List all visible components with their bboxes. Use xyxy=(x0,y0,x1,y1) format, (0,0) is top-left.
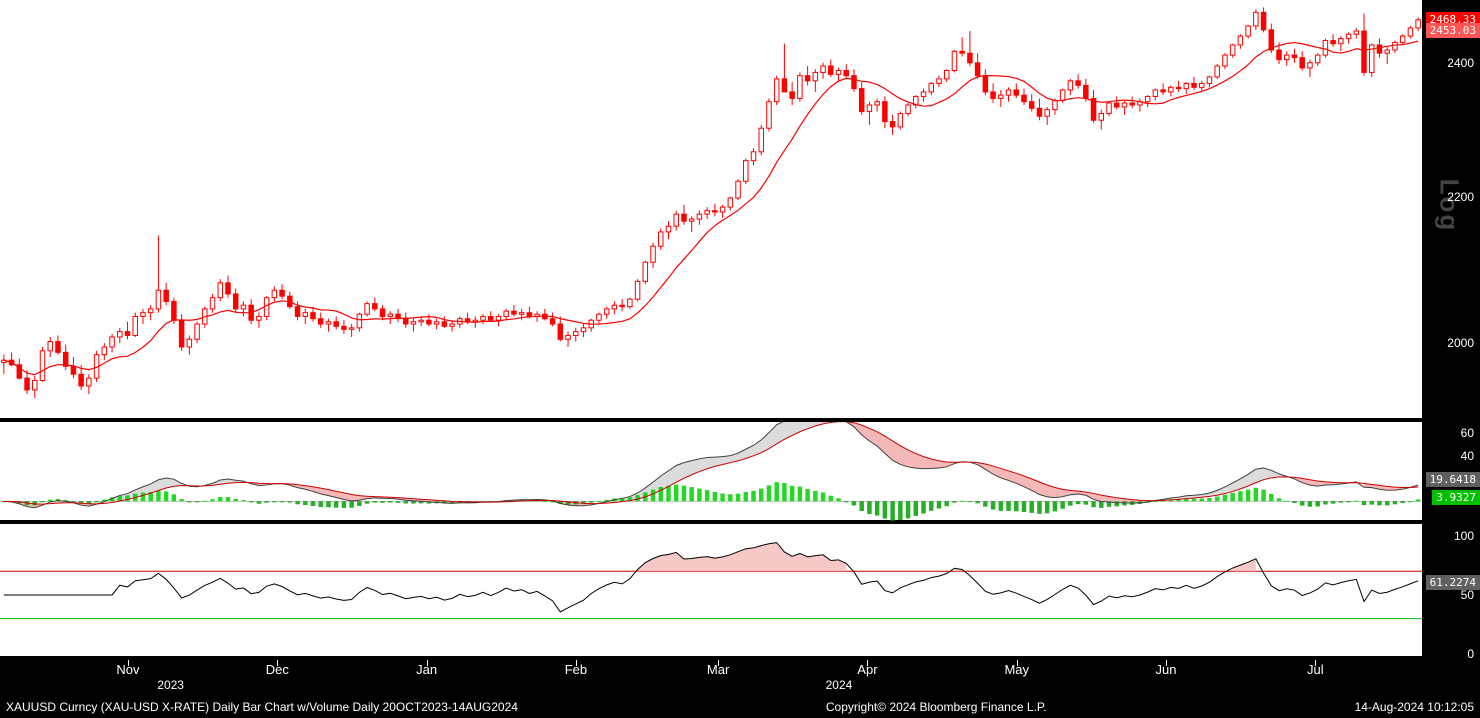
scale-label: Log xyxy=(1434,179,1465,233)
macd-badge: 3.9327 xyxy=(1432,490,1480,505)
price-ytick: 2000 xyxy=(1422,336,1480,350)
macd-badge: 19.6418 xyxy=(1426,472,1480,487)
rsi-panel[interactable] xyxy=(0,524,1422,660)
year-tick: 2024 xyxy=(826,678,853,692)
footer-timestamp: 14-Aug-2024 10:12:05 xyxy=(1355,700,1474,714)
macd-ytick: 60 xyxy=(1422,426,1480,440)
right-axis-column: Log xyxy=(1422,0,1480,718)
time-axis: NovDecJanFebMarAprMayJunJul20232024 xyxy=(0,660,1480,696)
rsi-ytick: 0 xyxy=(1422,647,1480,661)
price-panel[interactable] xyxy=(0,0,1422,422)
rsi-ytick: 50 xyxy=(1422,588,1480,602)
price-ytick: 2200 xyxy=(1422,190,1480,204)
terminal-chart: Log NovDecJanFebMarAprMayJunJul20232024 … xyxy=(0,0,1480,718)
rsi-ytick: 100 xyxy=(1422,529,1480,543)
price-badge: 2453.03 xyxy=(1426,23,1480,38)
rsi-badge: 61.2274 xyxy=(1426,575,1480,590)
footer-copyright: Copyright© 2024 Bloomberg Finance L.P. xyxy=(826,700,1047,714)
macd-ytick: 40 xyxy=(1422,449,1480,463)
price-ytick: 2400 xyxy=(1422,56,1480,70)
footer-description: XAUUSD Curncy (XAU-USD X-RATE) Daily Bar… xyxy=(6,700,518,714)
macd-panel[interactable] xyxy=(0,422,1422,524)
footer-bar: XAUUSD Curncy (XAU-USD X-RATE) Daily Bar… xyxy=(0,696,1480,718)
year-tick: 2023 xyxy=(157,678,184,692)
